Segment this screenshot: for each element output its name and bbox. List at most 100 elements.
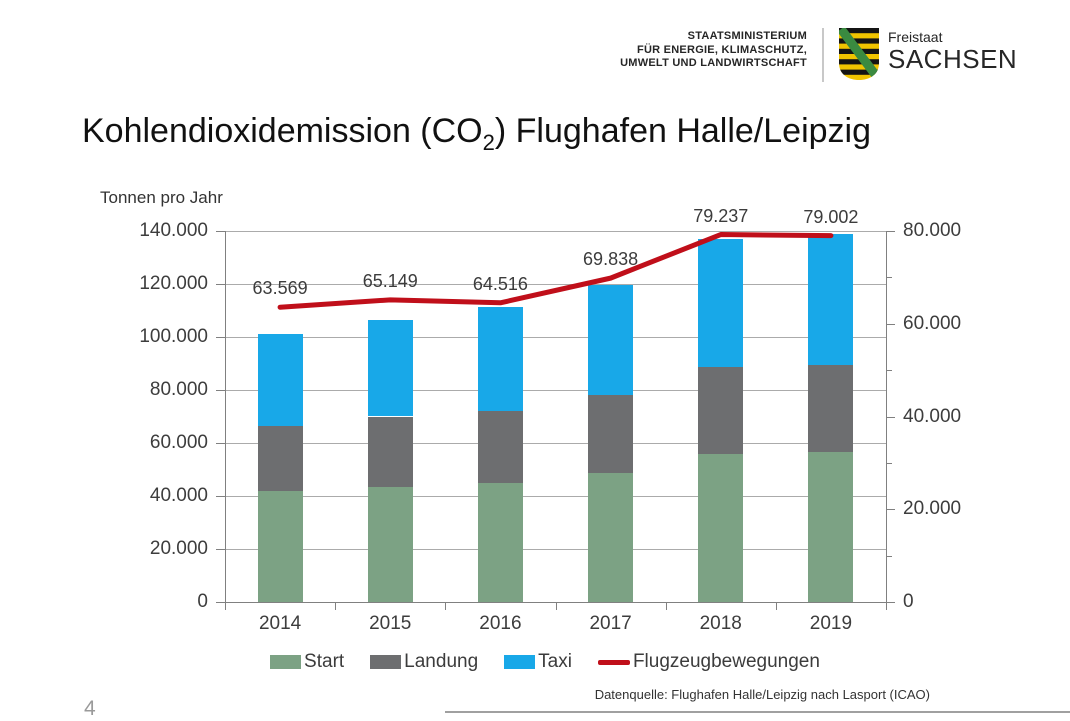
y-axis-tick-label-left: 80.000 [149,379,208,400]
y-axis-tick-label-left: 0 [197,591,208,612]
logo-divider [822,28,824,82]
saxony-coat-of-arms-icon [839,28,879,80]
title-prefix: Kohlendioxidemission (CO [82,112,483,150]
data-source-note: Datenquelle: Flughafen Halle/Leipzig nac… [594,687,930,702]
gridline [225,231,886,232]
bar-2018-taxi [698,238,744,368]
line-value-label: 69.838 [583,249,639,270]
x-axis-label: 2015 [369,613,412,634]
left-axis-tick [216,231,225,232]
left-axis-tick [216,549,225,550]
bar-2015-start [367,486,413,602]
bar-2018-start [698,453,744,602]
x-axis-label: 2017 [589,613,632,634]
bottom-edge-artifact [445,711,1070,713]
left-axis-tick [216,496,225,497]
y-axis-tick-label-right: 40.000 [903,405,962,427]
line-value-label: 79.237 [693,205,749,226]
left-axis-tick [216,337,225,338]
bar-2019-landung [808,364,854,453]
right-axis-tick [887,416,895,418]
line-value-label: 79.002 [803,206,859,227]
x-axis-tick [445,603,447,610]
line-value-label: 65.149 [362,270,418,291]
legend-item-flugzeugbewegungen: Flugzeugbewegungen [597,651,820,673]
bar-2018-landung [698,367,744,454]
bar-2019-taxi [808,233,854,365]
y-axis-tick-label-left: 40.000 [149,485,208,506]
y-axis-tick-label-left: 140.000 [139,220,208,241]
bar-2016-landung [477,411,523,483]
y-axis-tick-label-right: 80.000 [903,220,962,241]
state-logo-text: Freistaat SACHSEN [888,30,1017,72]
ministry-line-1: STAATSMINISTERIUM [687,30,807,42]
legend-label: Taxi [538,651,572,672]
bar-2017-landung [588,395,634,474]
bar-2017-taxi [588,285,634,396]
legend-item-landung: Landung [370,651,478,673]
legend-label: Start [304,651,345,672]
x-axis-tick [555,603,557,610]
gridline [225,443,886,444]
x-axis-tick [775,603,777,610]
gridline [225,337,886,338]
x-axis-line [225,602,887,603]
title-subscript: 2 [482,129,495,155]
gridline [225,390,886,391]
bar-2014-start [257,490,303,602]
right-axis-minor-tick [887,277,892,279]
ministry-name: STAATSMINISTERIUM FÜR ENERGIE, KLIMASCHU… [620,30,807,71]
right-axis-tick [887,231,895,232]
page-number: 4 [84,697,96,720]
x-axis-label: 2016 [479,613,522,634]
legend-swatch-taxi [504,655,536,669]
line-value-label: 63.569 [252,278,308,299]
gridline [225,496,886,497]
left-axis-tick [216,284,225,285]
legend-swatch-flugzeugbewegungen [597,659,630,665]
y-axis-tick-label-right: 20.000 [903,498,962,520]
bar-2016-taxi [477,306,523,412]
right-axis-minor-tick [887,462,892,464]
chart-legend: Start Landung Taxi Flugzeugbewegungen [195,649,895,675]
x-axis-tick [335,603,337,610]
ministry-line-2: FÜR ENERGIE, KLIMASCHUTZ, [636,43,807,56]
ministry-line-3: UMWELT UND LANDWIRTSCHAFT [620,57,807,69]
state-logo-sachsen: SACHSEN [888,44,1018,74]
gridline [225,284,886,285]
x-axis-label: 2018 [699,613,742,634]
y-axis-tick-label-right: 60.000 [903,312,962,334]
y-axis-tick-label-left: 20.000 [149,538,208,559]
right-axis-tick [887,509,895,511]
legend-swatch-start [270,655,302,669]
bar-2016-start [477,482,523,602]
legend-label: Landung [404,651,479,672]
x-axis-tick [225,603,226,610]
bar-2019-start [808,452,854,602]
y-axis-tick-label-left: 100.000 [139,326,208,347]
title-suffix: ) Flughafen Halle/Leipzig [494,112,871,150]
legend-item-taxi: Taxi [504,651,572,673]
bar-2014-landung [257,425,303,491]
y-axis-tick-label-right: 0 [903,591,914,612]
x-axis-label: 2014 [258,613,302,634]
right-axis-minor-tick [887,370,892,372]
line-value-label: 64.516 [472,273,528,294]
left-axis-tick [216,390,225,391]
x-axis-label: 2019 [809,613,853,634]
right-axis-minor-tick [887,555,892,557]
gridline [225,549,886,550]
y-axis-tick-label-left: 120.000 [139,273,208,294]
legend-item-start: Start [270,651,344,673]
left-axis-tick [216,602,225,603]
y-axis-line-left [225,231,226,602]
y-axis-tick-label-left: 60.000 [149,432,208,453]
right-axis-tick [887,602,895,603]
legend-swatch-landung [370,655,402,669]
left-axis-tick [216,443,225,444]
bar-2015-taxi [367,319,413,417]
page-title: Kohlendioxidemission (CO2) Flughafen Hal… [82,112,871,156]
bar-2015-landung [367,416,413,487]
y-axis-line-right [886,231,887,602]
right-axis-tick [887,323,895,325]
